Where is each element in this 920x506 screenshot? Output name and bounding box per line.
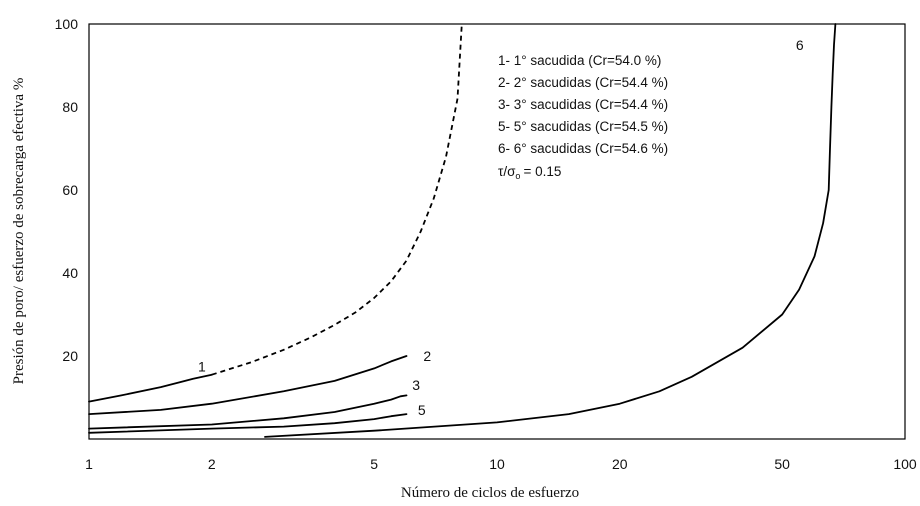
legend-entry-2: 2- 2° sacudidas (Cr=54.4 %)	[498, 75, 668, 90]
x-tick-label-2: 2	[208, 456, 216, 472]
series-2-line	[88, 355, 408, 415]
series-5-label: 5	[418, 402, 426, 418]
series-6-label: 6	[796, 37, 804, 53]
legend-entry-1: 1- 1° sacudida (Cr=54.0 %)	[498, 53, 661, 68]
plot-area-frame	[88, 23, 906, 440]
y-tick-label-20: 20	[62, 348, 78, 364]
y-tick-label-60: 60	[62, 182, 78, 198]
series-5-line	[88, 413, 408, 434]
y-axis-ticks: 20 40 60 80 100	[55, 16, 79, 364]
series-3-line	[88, 394, 408, 430]
ratio-symbol: τ/σ	[498, 164, 516, 179]
x-axis-ticks: 1 2 5 10 20 50 100	[85, 456, 917, 472]
x-tick-label-100: 100	[893, 456, 917, 472]
x-tick-label-1: 1	[85, 456, 93, 472]
series-1-line	[88, 373, 213, 403]
series-layer	[88, 23, 837, 438]
ratio-annotation: τ/σo = 0.15	[498, 164, 561, 181]
y-tick-label-100: 100	[55, 16, 79, 32]
legend-entry-5: 5- 5° sacudidas (Cr=54.5 %)	[498, 119, 668, 134]
series-2-label: 2	[423, 348, 431, 364]
x-axis-title: Número de ciclos de esfuerzo	[401, 485, 579, 501]
y-tick-label-40: 40	[62, 265, 78, 281]
legend-entry-6: 6- 6° sacudidas (Cr=54.6 %)	[498, 141, 668, 156]
ratio-value: = 0.15	[523, 164, 561, 179]
series-3-label: 3	[412, 377, 420, 393]
series-6-line	[264, 23, 837, 438]
x-tick-label-10: 10	[489, 456, 505, 472]
x-tick-label-20: 20	[612, 456, 628, 472]
legend: 1- 1° sacudida (Cr=54.0 %) 2- 2° sacudid…	[498, 53, 668, 181]
legend-entry-3: 3- 3° sacudidas (Cr=54.4 %)	[498, 97, 668, 112]
series-1-label: 1	[198, 358, 206, 374]
series-1-dashed-line	[211, 23, 463, 376]
x-tick-label-5: 5	[370, 456, 378, 472]
x-tick-label-50: 50	[774, 456, 790, 472]
y-tick-label-80: 80	[62, 99, 78, 115]
curve-labels: 1 23 5 6	[198, 37, 804, 418]
y-axis-title: Presión de poro/ esfuerzo de sobrecarga …	[11, 78, 27, 385]
ratio-subscript: o	[515, 171, 520, 181]
